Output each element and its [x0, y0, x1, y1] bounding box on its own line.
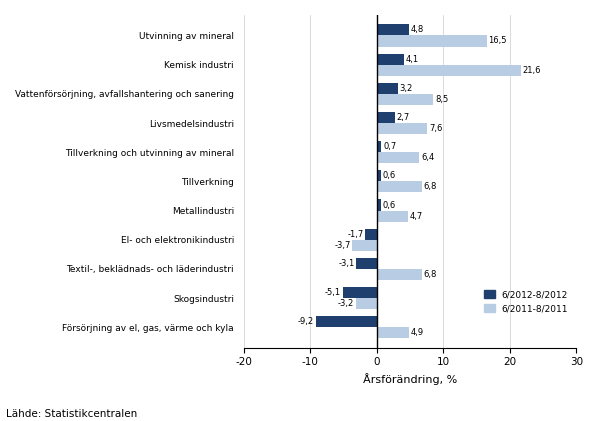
Bar — [377, 94, 434, 105]
Text: 4,7: 4,7 — [410, 212, 423, 221]
Bar — [377, 24, 409, 35]
Text: 4,9: 4,9 — [411, 328, 424, 337]
Bar — [316, 316, 377, 328]
Text: 6,4: 6,4 — [421, 153, 434, 162]
Bar — [377, 35, 487, 47]
Text: Lähde: Statistikcentralen: Lähde: Statistikcentralen — [6, 409, 137, 419]
Bar — [343, 287, 377, 298]
Bar — [377, 64, 520, 76]
Text: 0,6: 0,6 — [383, 171, 396, 180]
Bar — [377, 269, 422, 280]
Bar — [377, 83, 398, 94]
Text: 7,6: 7,6 — [429, 124, 443, 133]
Bar — [352, 240, 377, 251]
Bar — [365, 229, 377, 240]
Bar — [377, 210, 408, 222]
Text: -3,2: -3,2 — [338, 299, 354, 308]
Bar — [356, 298, 377, 309]
Text: 0,7: 0,7 — [383, 142, 396, 151]
Text: -1,7: -1,7 — [347, 230, 364, 239]
Text: 2,7: 2,7 — [396, 113, 410, 122]
Legend: 6/2012-8/2012, 6/2011-8/2011: 6/2012-8/2012, 6/2011-8/2011 — [480, 287, 572, 317]
Bar — [377, 53, 404, 64]
Text: 16,5: 16,5 — [489, 37, 507, 45]
Bar — [377, 141, 382, 152]
Text: 4,8: 4,8 — [410, 25, 423, 35]
X-axis label: Årsförändring, %: Årsförändring, % — [363, 373, 457, 385]
Text: 8,5: 8,5 — [435, 95, 448, 104]
Bar — [377, 123, 428, 134]
Bar — [356, 258, 377, 269]
Text: -9,2: -9,2 — [298, 317, 314, 326]
Bar — [377, 328, 410, 338]
Text: 21,6: 21,6 — [522, 66, 541, 75]
Text: 0,6: 0,6 — [383, 200, 396, 210]
Bar — [377, 170, 381, 181]
Bar — [377, 181, 422, 192]
Text: -3,1: -3,1 — [338, 259, 355, 268]
Text: 6,8: 6,8 — [424, 270, 437, 279]
Text: -5,1: -5,1 — [325, 288, 341, 297]
Bar — [377, 152, 419, 163]
Text: 3,2: 3,2 — [400, 84, 413, 93]
Bar — [377, 200, 381, 210]
Text: -3,7: -3,7 — [334, 241, 350, 250]
Bar — [377, 112, 395, 123]
Text: 4,1: 4,1 — [406, 55, 419, 64]
Text: 6,8: 6,8 — [424, 182, 437, 192]
